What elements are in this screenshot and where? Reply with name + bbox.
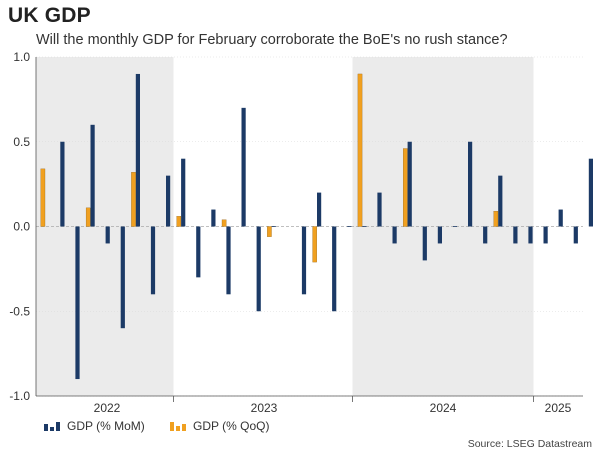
bar-mom <box>135 73 140 227</box>
bar-mom <box>105 226 110 244</box>
bar-mom <box>362 226 367 227</box>
bar-mom <box>332 226 337 312</box>
bar-mom <box>437 226 442 244</box>
legend-item-mom: GDP (% MoM) <box>44 419 145 433</box>
bar-mom <box>271 226 276 227</box>
bar-mom <box>543 226 548 244</box>
bar-mom <box>301 226 307 295</box>
x-year-label: 2023 <box>251 401 278 415</box>
bar-mom <box>196 226 201 278</box>
y-tick-label: 1.0 <box>13 50 30 64</box>
bar-qoq <box>221 219 227 227</box>
bar-mom <box>588 158 593 227</box>
bar-qoq <box>403 148 408 227</box>
bar-mom <box>226 226 231 295</box>
bar-mom <box>256 226 261 312</box>
bar-mom <box>558 209 563 227</box>
legend-item-qoq: GDP (% QoQ) <box>170 419 269 433</box>
bar-mom <box>392 226 397 244</box>
bar-qoq <box>493 211 499 227</box>
x-year-label: 2024 <box>430 401 457 415</box>
chart-title: UK GDP <box>8 4 91 27</box>
y-tick-label: 0.5 <box>13 135 30 149</box>
bar-mom <box>317 192 322 227</box>
bar-mom <box>241 107 246 227</box>
bar-qoq <box>357 73 363 227</box>
bar-qoq <box>312 226 317 263</box>
bar-qoq <box>40 168 46 227</box>
source-note: Source: LSEG Datastream <box>467 438 592 450</box>
legend-swatch-mom <box>44 421 60 431</box>
bar-mom <box>422 226 427 261</box>
bar-mom <box>377 192 382 227</box>
bar-qoq <box>131 172 136 227</box>
bar-mom <box>150 226 156 295</box>
bar-mom <box>452 226 458 227</box>
bar-mom <box>347 226 352 227</box>
legend-swatch-qoq <box>170 421 186 431</box>
y-tick-label: 0.0 <box>13 220 30 234</box>
bar-mom <box>75 226 80 380</box>
bar-mom <box>120 226 125 329</box>
bar-mom <box>513 226 518 244</box>
y-tick-label: -0.5 <box>9 304 30 318</box>
x-year-label: 2022 <box>94 401 121 415</box>
bar-mom <box>181 158 186 227</box>
bar-qoq <box>85 207 91 227</box>
bar-mom <box>483 226 488 244</box>
bar-mom <box>573 226 578 244</box>
chart-subtitle: Will the monthly GDP for February corrob… <box>36 32 508 48</box>
bar-mom <box>211 209 216 227</box>
bar-qoq <box>267 226 272 237</box>
bar-qoq <box>176 216 182 227</box>
bar-mom <box>468 141 473 227</box>
bar-mom <box>90 124 95 227</box>
bar-mom <box>498 175 503 227</box>
bar-mom <box>166 175 171 227</box>
x-year-label: 2025 <box>545 401 572 415</box>
y-tick-label: -1.0 <box>9 389 30 403</box>
legend-label-mom: GDP (% MoM) <box>67 419 145 433</box>
bar-mom <box>528 226 533 244</box>
bar-mom <box>60 141 65 227</box>
bar-mom <box>407 141 412 227</box>
legend-label-qoq: GDP (% QoQ) <box>193 419 270 433</box>
